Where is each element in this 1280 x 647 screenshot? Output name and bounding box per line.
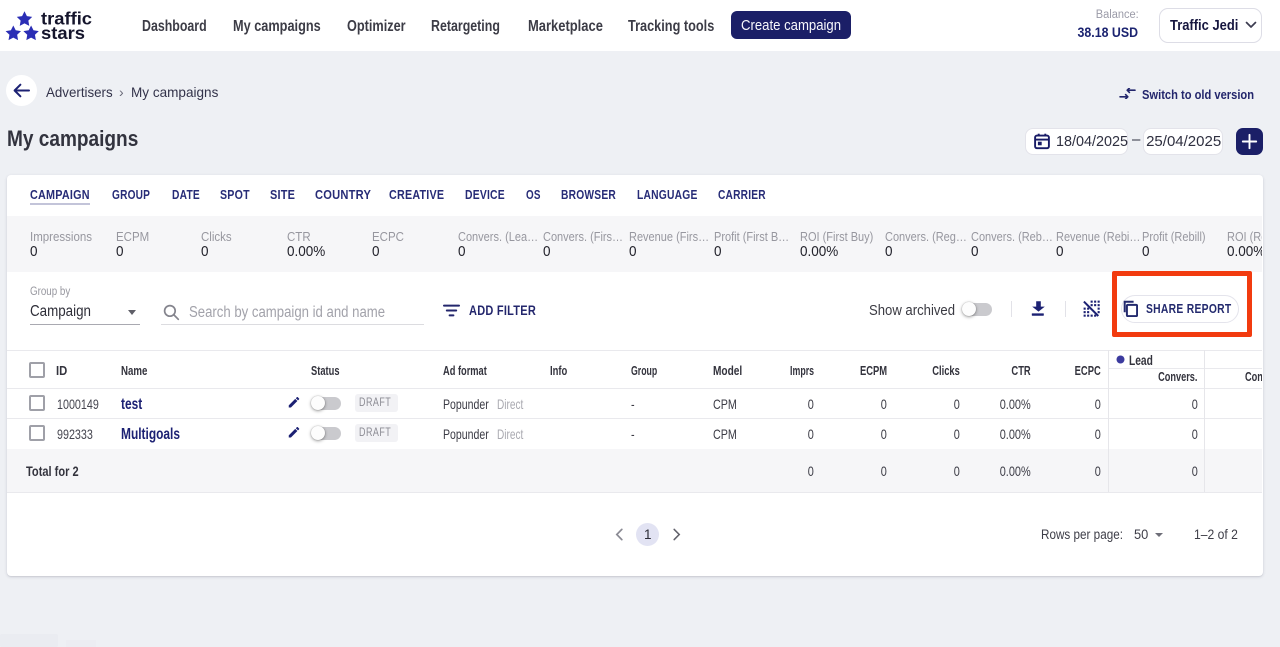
svg-text:stars: stars	[41, 23, 85, 43]
svg-text:traffic: traffic	[41, 8, 92, 28]
